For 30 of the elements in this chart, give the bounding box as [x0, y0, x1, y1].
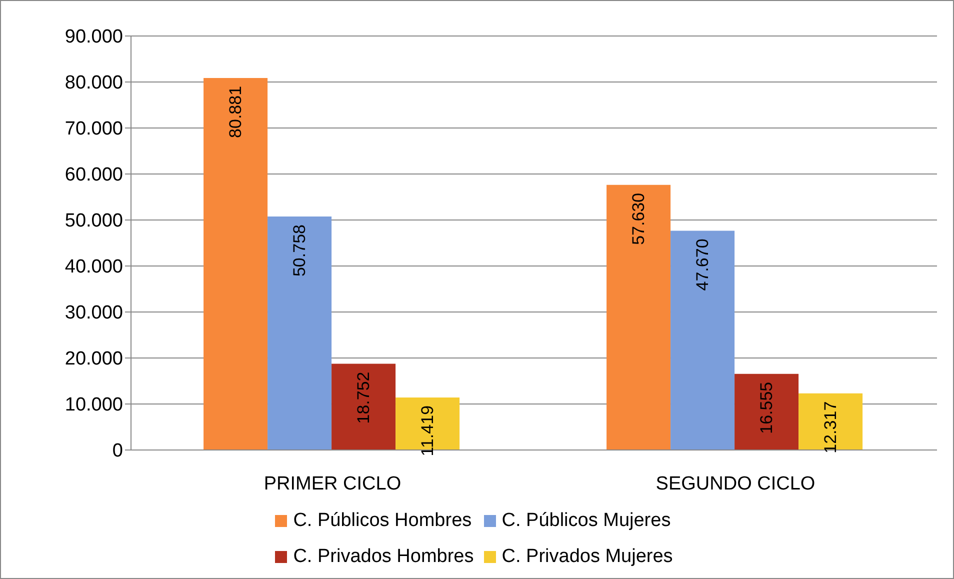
y-tick-label: 90.000	[64, 26, 123, 48]
y-tick-label: 0	[112, 440, 123, 462]
x-tick-label: PRIMER CICLO	[264, 473, 402, 494]
bar	[204, 78, 268, 450]
bar	[734, 374, 799, 450]
data-label: 18.752	[354, 372, 374, 424]
y-tick-label: 30.000	[64, 302, 123, 324]
bar	[332, 364, 396, 450]
data-label: 11.419	[418, 405, 438, 456]
y-tick-label: 40.000	[64, 256, 123, 278]
legend-label: C. Privados Mujeres	[502, 546, 673, 568]
bar	[606, 184, 671, 450]
legend-label: C. Privados Hombres	[293, 546, 474, 568]
y-tick-label: 20.000	[64, 348, 123, 370]
data-label: 47.670	[693, 238, 712, 291]
bar	[670, 230, 735, 450]
data-label: 12.317	[821, 401, 840, 454]
data-label: 80.881	[226, 86, 246, 138]
legend-label: C. Públicos Mujeres	[502, 510, 671, 532]
data-label: 16.555	[757, 382, 776, 434]
legend-label: C. Públicos Hombres	[293, 510, 472, 532]
data-label: 57.630	[629, 192, 648, 245]
y-tick-label: 60.000	[64, 164, 123, 186]
x-tick-label: SEGUNDO CICLO	[656, 473, 816, 494]
bar	[268, 216, 332, 450]
data-label: 50.758	[290, 224, 310, 277]
y-tick-label: 10.000	[64, 394, 123, 416]
y-tick-label: 80.000	[64, 72, 123, 94]
y-tick-label: 70.000	[64, 118, 123, 140]
y-tick-label: 50.000	[64, 210, 123, 232]
